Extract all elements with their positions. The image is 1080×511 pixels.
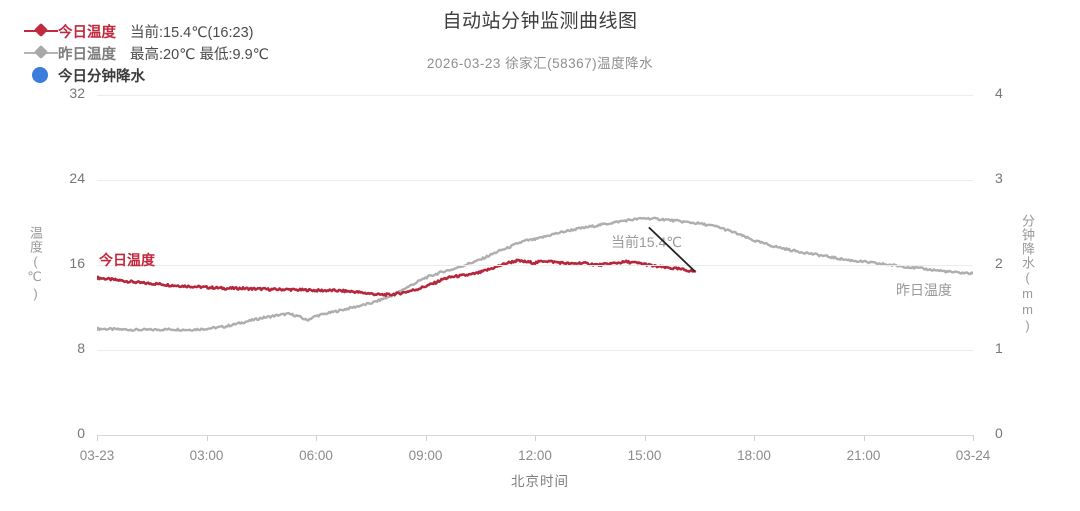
blue-dot-icon [24, 64, 58, 86]
y-tick-right: 0 [995, 425, 1003, 441]
y-tick-left: 24 [69, 170, 85, 186]
x-tick-mark [316, 435, 317, 441]
y-tick-right: 1 [995, 340, 1003, 356]
chart-subtitle: 2026-03-23 徐家汇(58367)温度降水 [426, 56, 654, 71]
gray-diamond-line-icon [24, 42, 58, 64]
legend-value-yesterday-temp: 最高:20℃ 最低:9.9℃ [130, 46, 269, 63]
y-tick-right: 3 [995, 170, 1003, 186]
x-axis-label: 北京时间 [511, 474, 569, 489]
y-tick-left: 32 [69, 85, 85, 101]
legend-label-yesterday-temp: 昨日温度 [58, 46, 116, 63]
x-tick-label: 21:00 [846, 448, 881, 463]
x-tick-mark [644, 435, 646, 441]
legend-item-minute-rain[interactable]: 今日分钟降水 [24, 64, 269, 86]
x-tick-mark [973, 435, 974, 441]
y-tick-left: 16 [69, 255, 85, 271]
x-tick-mark [535, 435, 536, 441]
red-diamond-line-icon [24, 20, 58, 42]
x-tick-mark [425, 435, 427, 441]
legend-item-yesterday-temp[interactable]: 昨日温度 最高:20℃ 最低:9.9℃ [24, 42, 269, 64]
y-axis-label-right: 分钟降水(mm) [1020, 214, 1035, 334]
x-tick-mark [863, 435, 865, 441]
legend-label-minute-rain: 今日分钟降水 [58, 68, 145, 85]
annotation-yesterday-temp: 昨日温度 [896, 282, 952, 298]
x-tick-mark [206, 435, 208, 441]
y-tick-left: 0 [77, 425, 85, 441]
legend-value-today-temp: 当前:15.4℃(16:23) [130, 24, 254, 41]
gridline [97, 180, 973, 181]
x-tick-mark [754, 435, 755, 441]
legend-label-today-temp: 今日温度 [58, 24, 116, 41]
chart-legend: 今日温度 当前:15.4℃(16:23) 昨日温度 最高:20℃ 最低:9.9℃… [24, 20, 269, 86]
x-tick-label: 18:00 [737, 448, 771, 463]
series-yesterday [97, 216, 973, 332]
temperature-curves [97, 216, 973, 332]
series-today [97, 258, 697, 298]
x-tick-mark [97, 435, 98, 441]
y-axis-label-left: 温度(℃) [28, 226, 43, 302]
gridline [97, 265, 973, 266]
x-tick-label: 03-24 [955, 448, 991, 463]
plot-area [97, 95, 974, 441]
x-tick-label: 06:00 [299, 448, 333, 463]
x-tick-label: 03:00 [189, 448, 224, 463]
chart-title: 自动站分钟监测曲线图 [442, 11, 638, 32]
x-tick-label: 09:00 [408, 448, 443, 463]
x-tick-label: 12:00 [518, 448, 552, 463]
y-tick-right: 2 [995, 255, 1003, 271]
x-tick-label: 15:00 [627, 448, 662, 463]
annotation-current-temp: 当前15.4℃ [611, 234, 682, 250]
annotation-today-temp: 今日温度 [99, 252, 155, 268]
y-tick-right: 4 [995, 85, 1003, 101]
x-tick-label: 03-23 [79, 448, 115, 463]
legend-item-today-temp[interactable]: 今日温度 当前:15.4℃(16:23) [24, 20, 269, 42]
gridline [97, 350, 973, 351]
y-tick-left: 8 [77, 340, 85, 356]
gridline [97, 95, 973, 96]
